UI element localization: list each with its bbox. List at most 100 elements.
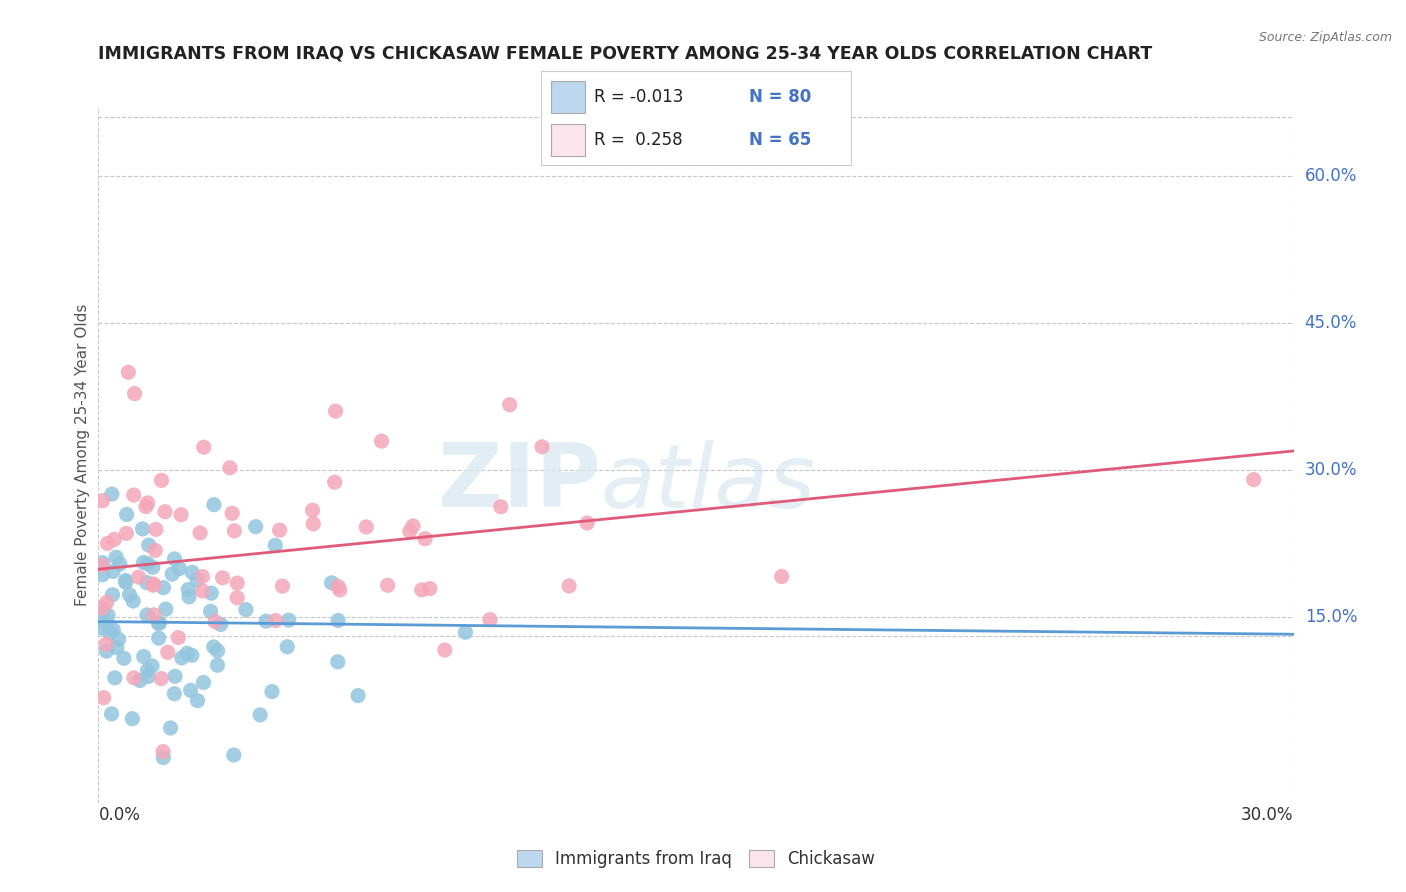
Point	[433, 643, 456, 657]
Text: 30.0%: 30.0%	[1305, 460, 1357, 479]
Point	[207, 658, 229, 673]
Point	[132, 649, 155, 664]
Point	[142, 578, 165, 592]
Point	[91, 493, 114, 508]
Point	[498, 398, 520, 412]
Point	[354, 520, 377, 534]
Point	[181, 566, 204, 580]
Point	[202, 640, 225, 654]
Point	[163, 552, 186, 566]
Point	[402, 519, 425, 533]
Point	[128, 570, 150, 584]
Point	[328, 579, 350, 593]
Point	[170, 651, 193, 665]
Point	[276, 640, 298, 654]
Point	[377, 578, 399, 592]
Point	[136, 557, 159, 571]
Point	[226, 576, 249, 591]
Point	[277, 613, 299, 627]
Text: 0.0%: 0.0%	[98, 806, 141, 824]
Point	[302, 516, 325, 531]
Point	[155, 602, 177, 616]
Point	[269, 523, 291, 537]
Point	[98, 626, 121, 640]
Point	[117, 365, 139, 379]
Point	[323, 475, 346, 490]
Point	[108, 557, 131, 571]
Text: Source: ZipAtlas.com: Source: ZipAtlas.com	[1258, 31, 1392, 45]
Point	[135, 500, 157, 514]
Point	[101, 487, 124, 501]
Point	[224, 524, 246, 538]
Point	[143, 543, 166, 558]
Point	[91, 606, 114, 620]
Text: ZIP: ZIP	[437, 439, 600, 526]
Point	[207, 644, 229, 658]
Point	[326, 614, 349, 628]
Point	[177, 590, 200, 604]
Point	[325, 404, 347, 418]
Point	[204, 615, 226, 629]
Point	[142, 560, 165, 574]
Point	[104, 671, 127, 685]
Point	[186, 694, 208, 708]
Point	[202, 498, 225, 512]
Text: IMMIGRANTS FROM IRAQ VS CHICKASAW FEMALE POVERTY AMONG 25-34 YEAR OLDS CORRELATI: IMMIGRANTS FROM IRAQ VS CHICKASAW FEMALE…	[98, 45, 1153, 62]
Point	[94, 616, 117, 631]
Point	[329, 582, 352, 597]
Point	[180, 683, 202, 698]
Point	[479, 613, 502, 627]
Point	[347, 689, 370, 703]
Text: N = 80: N = 80	[748, 87, 811, 105]
Point	[91, 556, 114, 570]
Point	[101, 565, 124, 579]
Text: 60.0%: 60.0%	[1305, 167, 1357, 185]
Text: 15.0%: 15.0%	[1305, 607, 1357, 625]
Text: 30.0%: 30.0%	[1241, 806, 1294, 824]
Point	[129, 673, 152, 688]
Point	[105, 640, 128, 655]
Point	[122, 488, 145, 502]
Point	[103, 623, 125, 637]
Point	[142, 607, 165, 622]
Point	[103, 533, 125, 547]
Point	[96, 536, 118, 550]
Point	[193, 440, 215, 454]
Point	[163, 669, 186, 683]
Point	[145, 522, 167, 536]
Point	[209, 617, 232, 632]
Point	[132, 556, 155, 570]
Point	[264, 538, 287, 552]
Point	[148, 615, 170, 630]
Point	[1243, 473, 1265, 487]
Point	[118, 588, 141, 602]
Point	[91, 558, 114, 573]
Point	[159, 721, 181, 735]
Point	[101, 588, 124, 602]
Point	[235, 602, 257, 616]
Point	[531, 440, 554, 454]
Point	[226, 591, 249, 605]
Point	[105, 550, 128, 565]
Point	[115, 508, 138, 522]
Point	[260, 684, 283, 698]
Point	[91, 567, 114, 582]
Point	[107, 632, 129, 647]
Point	[124, 386, 146, 401]
Point	[489, 500, 512, 514]
Point	[200, 586, 222, 600]
Point	[454, 625, 477, 640]
Point	[91, 621, 114, 635]
Point	[136, 607, 159, 622]
Point	[770, 569, 793, 583]
Point	[169, 561, 191, 575]
Point	[180, 648, 202, 663]
Point	[94, 637, 117, 651]
Point	[112, 651, 135, 665]
Point	[136, 669, 159, 683]
Point	[186, 573, 208, 587]
Point	[176, 646, 198, 660]
Point	[148, 631, 170, 645]
Point	[411, 582, 433, 597]
Point	[419, 582, 441, 596]
